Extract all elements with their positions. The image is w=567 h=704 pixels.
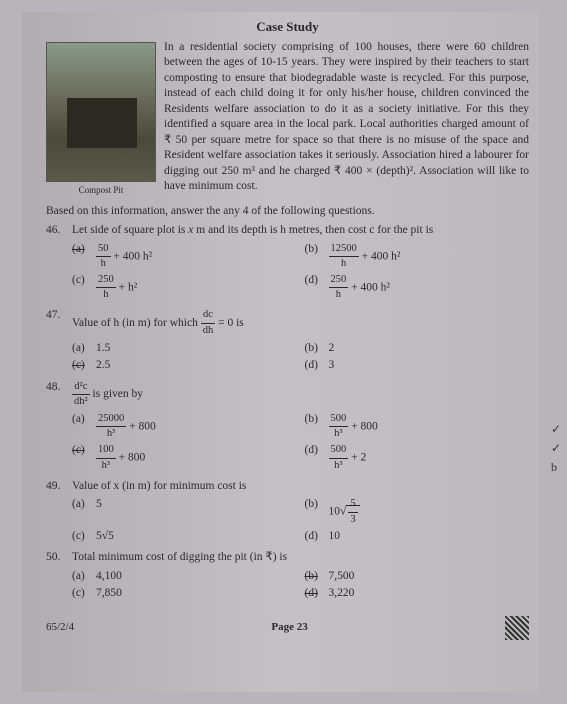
q48-option-c: (c)100h³ + 800	[72, 443, 297, 472]
option-label: (c)	[72, 273, 85, 289]
paper-code: 65/2/4	[46, 620, 74, 635]
q46-option-d: (d) 250h + 400 h²	[305, 273, 530, 302]
q48-option-b: (b)500h³ + 800	[305, 412, 530, 441]
q46-option-c: (c) 250h + h²	[72, 273, 297, 302]
q48-option-d: (d)500h³ + 2	[305, 443, 530, 472]
q-number: 48.	[46, 380, 60, 396]
question-47: 47. Value of h (in m) for which dcdh = 0…	[46, 308, 529, 373]
q49-option-a: (a)5	[72, 497, 297, 526]
compost-pit-image	[46, 42, 156, 182]
q50-text: Total minimum cost of digging the pit (i…	[72, 551, 287, 563]
option-label: (b)	[305, 242, 318, 258]
q47-option-a: (a)1.5	[72, 341, 297, 357]
q-number: 47.	[46, 308, 60, 324]
question-46: 46. Let side of square plot is x m and i…	[46, 223, 529, 302]
q48-option-a: (a)25000h³ + 800	[72, 412, 297, 441]
handwritten-margin-notes: ✓ ✓ b	[551, 420, 561, 478]
q46-option-a: (a) 50h + 400 h²	[72, 242, 297, 271]
q47-option-c: (c)2.5	[72, 358, 297, 374]
option-label: (a)	[72, 242, 85, 258]
q49-option-b: (b)10√53	[305, 497, 530, 526]
q-number: 49.	[46, 479, 60, 495]
page-footer: 65/2/4 Page 23	[46, 616, 529, 640]
q50-option-a: (a)4,100	[72, 569, 297, 585]
question-48: 48. d²cdh² is given by (a)25000h³ + 800 …	[46, 380, 529, 473]
q-number: 50.	[46, 550, 60, 566]
q47-option-b: (b)2	[305, 341, 530, 357]
figure-caption: Compost Pit	[46, 184, 156, 196]
q49-option-d: (d)10	[305, 529, 530, 545]
option-label: (d)	[305, 273, 318, 289]
q46-text: Let side of square plot is x m and its d…	[72, 224, 433, 236]
page-number: Page 23	[271, 620, 307, 635]
q49-option-c: (c)5√5	[72, 529, 297, 545]
instruction-line: Based on this information, answer the an…	[46, 204, 529, 220]
figure: Compost Pit	[46, 42, 156, 196]
question-49: 49. Value of x (in m) for minimum cost i…	[46, 479, 529, 544]
question-50: 50. Total minimum cost of digging the pi…	[46, 550, 529, 602]
q48-text: d²cdh² is given by	[72, 388, 143, 400]
q50-option-d: (d)3,220	[305, 586, 530, 602]
q47-option-d: (d)3	[305, 358, 530, 374]
case-study-title: Case Study	[46, 18, 529, 36]
q-number: 46.	[46, 223, 60, 239]
qr-code-icon	[505, 616, 529, 640]
q47-text: Value of h (in m) for which dcdh = 0 is	[72, 317, 244, 329]
q50-option-b: (b)7,500	[305, 569, 530, 585]
q46-option-b: (b) 12500h + 400 h²	[305, 242, 530, 271]
q49-text: Value of x (in m) for minimum cost is	[72, 480, 246, 492]
q50-option-c: (c)7,850	[72, 586, 297, 602]
